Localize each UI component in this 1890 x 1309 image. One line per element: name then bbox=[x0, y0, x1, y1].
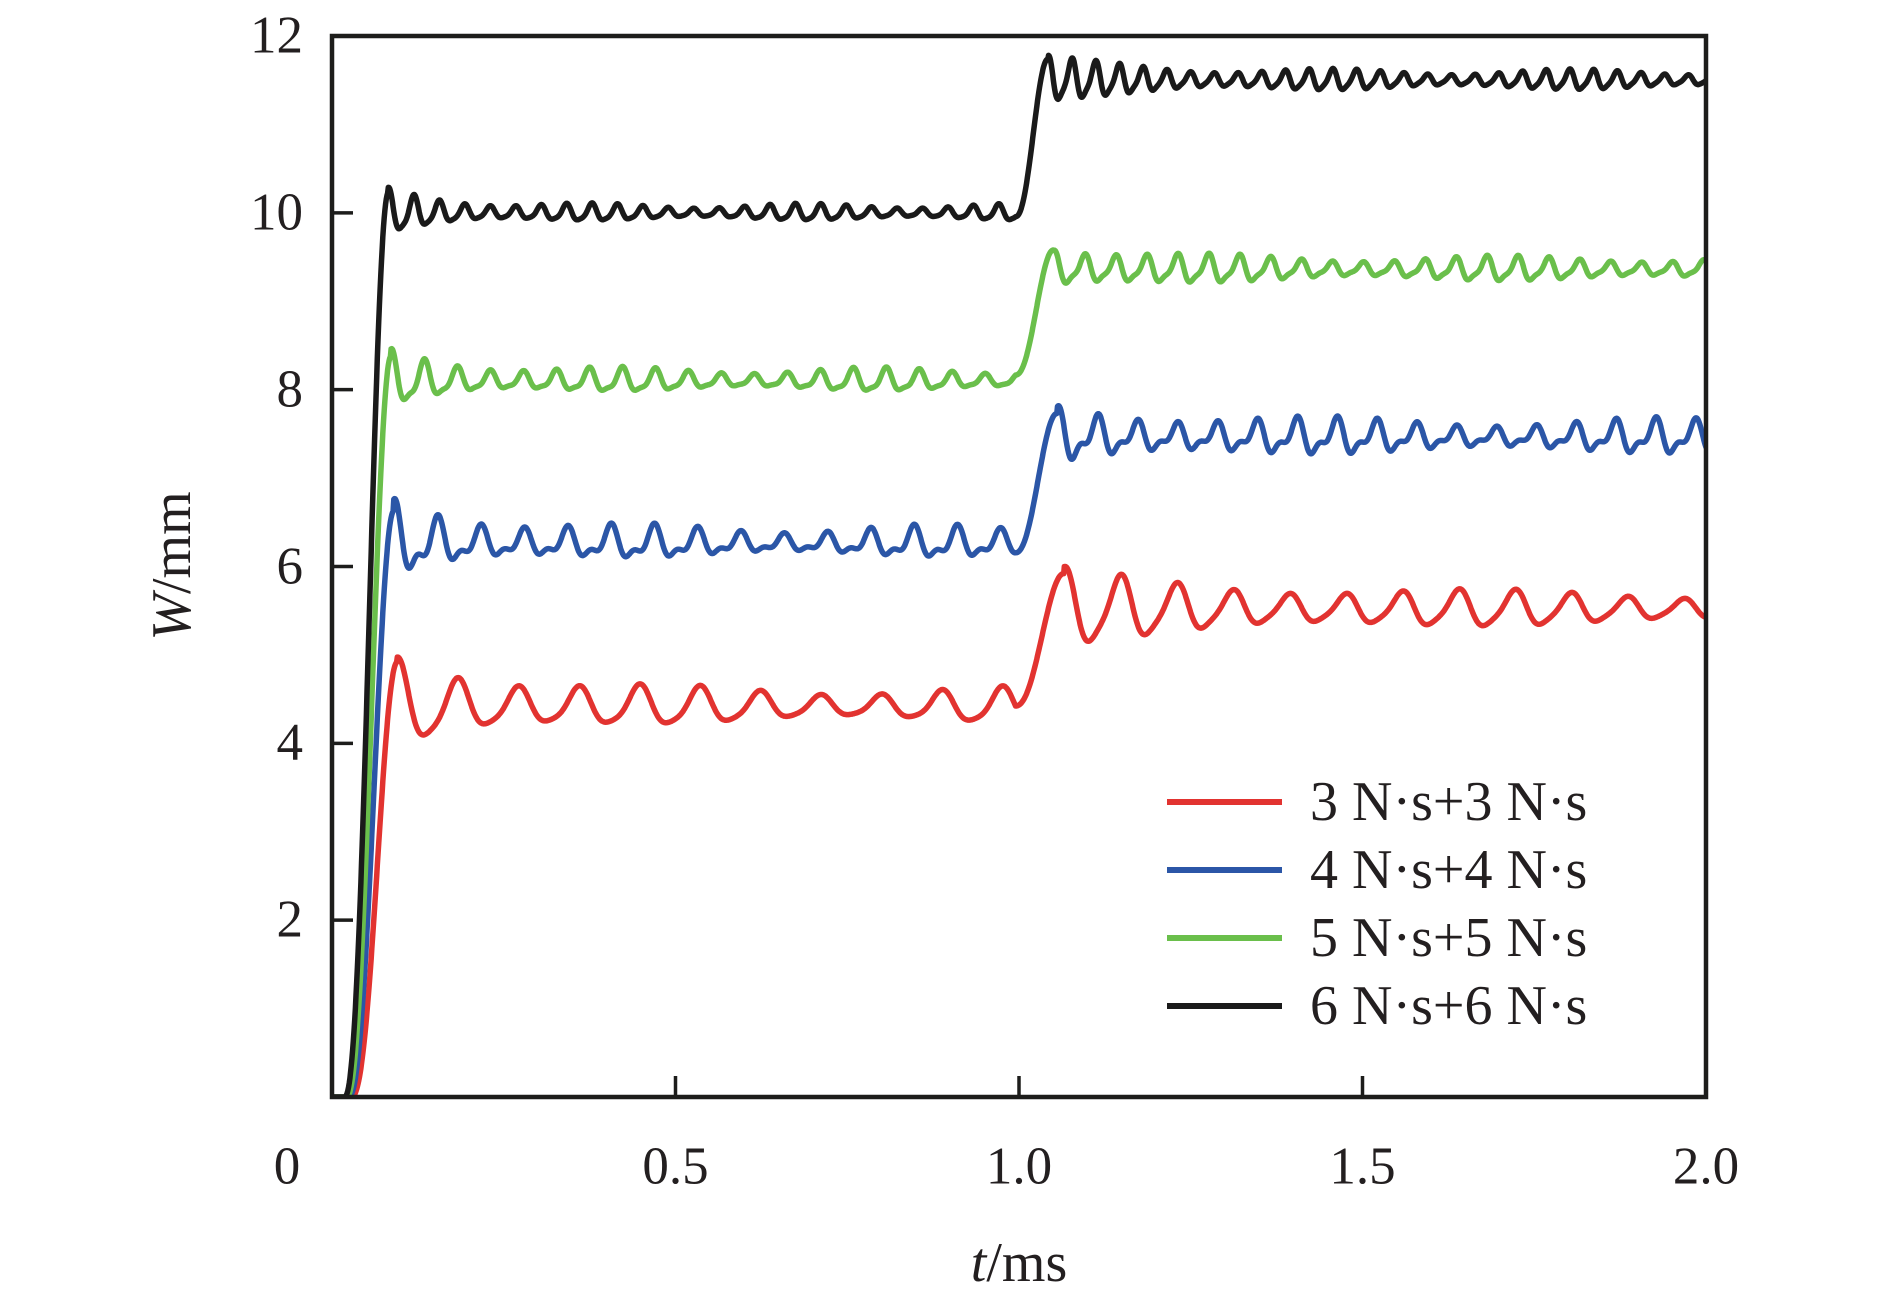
y-tick-label-10: 10 bbox=[250, 183, 303, 242]
legend: 3 N·s+3 N·s 4 N·s+4 N·s 5 N·s+5 N·s 6 N·s+6… bbox=[1167, 768, 1587, 1040]
legend-line-sample bbox=[1167, 867, 1282, 873]
axes-frame-group bbox=[329, 33, 1709, 1100]
x-tick-label-1.0: 1.0 bbox=[985, 1137, 1053, 1196]
x-tick-label-0: 0 bbox=[273, 1137, 301, 1196]
y-tick-label-6: 6 bbox=[276, 537, 304, 595]
y-tick-label-12: 12 bbox=[250, 6, 303, 65]
y-tick-label-2: 2 bbox=[276, 890, 304, 949]
y-axis-title: W/mm bbox=[141, 491, 203, 641]
x-axis-unit: /ms bbox=[986, 1232, 1068, 1294]
legend-item-1: 4 N·s+4 N·s bbox=[1167, 836, 1587, 904]
legend-item-3: 6 N·s+6 N·s bbox=[1167, 972, 1587, 1040]
legend-line-sample bbox=[1167, 1003, 1282, 1009]
legend-label: 6 N·s+6 N·s bbox=[1310, 975, 1588, 1037]
x-tick-label-2.0: 2.0 bbox=[1672, 1137, 1740, 1196]
y-tick-label-4: 4 bbox=[276, 713, 304, 772]
x-axis-title: t/ms bbox=[971, 1235, 1067, 1291]
legend-line-sample bbox=[1167, 935, 1282, 941]
curve-series-0 bbox=[332, 563, 1706, 1097]
y-tick-label-8: 8 bbox=[276, 360, 304, 419]
x-tick-label-1.5: 1.5 bbox=[1329, 1137, 1396, 1196]
legend-line-sample bbox=[1167, 799, 1282, 805]
y-axis-unit: /mm bbox=[141, 491, 203, 595]
x-axis-variable: t bbox=[970, 1232, 987, 1294]
legend-item-2: 5 N·s+5 N·s bbox=[1167, 904, 1587, 972]
legend-label: 3 N·s+3 N·s bbox=[1310, 771, 1588, 833]
y-axis-variable: W bbox=[141, 594, 203, 641]
curve-series-2 bbox=[332, 247, 1706, 1097]
legend-label: 5 N·s+5 N·s bbox=[1310, 907, 1588, 969]
x-tick-label-0.5: 0.5 bbox=[642, 1137, 709, 1196]
legend-item-0: 3 N·s+3 N·s bbox=[1167, 768, 1587, 836]
curves-group bbox=[332, 52, 1706, 1097]
curve-series-3 bbox=[332, 52, 1706, 1097]
legend-label: 4 N·s+4 N·s bbox=[1310, 839, 1588, 901]
curve-series-1 bbox=[332, 402, 1706, 1097]
plot-frame bbox=[329, 33, 1709, 1100]
